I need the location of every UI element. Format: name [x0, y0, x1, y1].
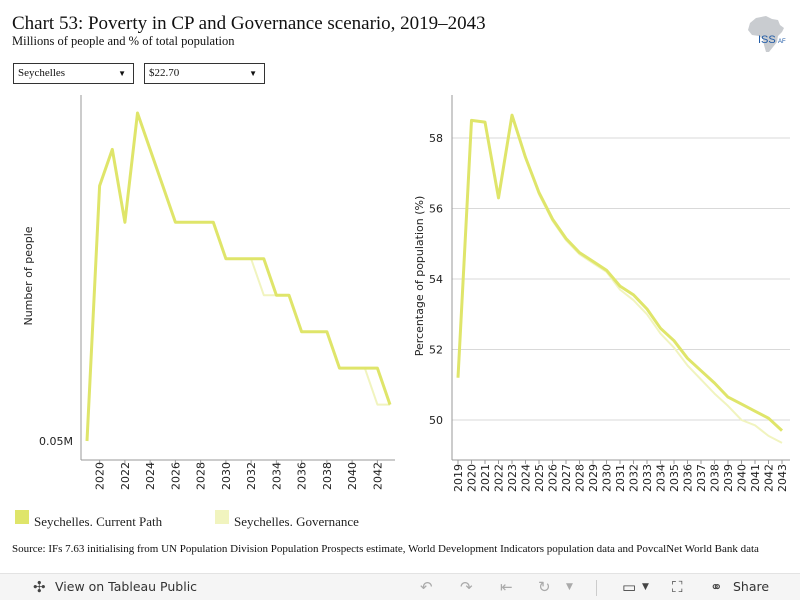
left-x-tick-label: 2042 [371, 462, 384, 490]
left-x-tick-label: 2022 [119, 462, 132, 490]
right-x-tick-label: 2021 [479, 464, 492, 492]
africa-logo[interactable]: ISS AF [742, 14, 790, 54]
left-x-tick-label: 2032 [245, 462, 258, 490]
left-x-tick-label: 2028 [195, 462, 208, 490]
right-x-tick-label: 2041 [749, 464, 762, 492]
left-x-tick-label: 2034 [270, 462, 283, 490]
right-x-tick-label: 2023 [506, 464, 519, 492]
charts-area: 2020 2022 2024 2026 2028 2030 2032 2034 2036 2038… [22, 95, 790, 492]
view-on-tableau-link[interactable]: View on Tableau Public [55, 579, 198, 594]
chevron-down-icon: ▼ [118, 69, 126, 78]
legend-swatch-current-path[interactable] [15, 510, 29, 524]
right-x-tick-label: 2040 [736, 464, 749, 492]
right-x-tick-label: 2025 [533, 464, 546, 492]
right-x-tick-label: 2026 [547, 464, 560, 492]
undo-icon[interactable]: ↶ [420, 578, 433, 596]
left-x-tick-label: 2040 [346, 462, 359, 490]
line-series-left-current-path [85, 111, 392, 442]
right-x-tick-label: 2036 [682, 464, 695, 492]
page-title: Chart 53: Poverty in CP and Governance s… [12, 13, 486, 34]
share-icon[interactable]: ⚭ [710, 578, 723, 596]
right-x-tick-label: 2027 [560, 464, 573, 492]
refresh-menu-chevron-icon[interactable]: ▼ [566, 582, 573, 592]
right-x-tick-label: 2034 [655, 464, 668, 492]
threshold-dropdown[interactable]: $22.70 ▼ [144, 63, 265, 84]
download-menu-chevron-icon[interactable]: ▼ [642, 582, 649, 592]
country-dropdown[interactable]: Seychelles ▼ [13, 63, 134, 84]
right-y-tick-label: 56 [429, 203, 443, 216]
left-x-tick-label: 2020 [94, 462, 107, 490]
right-x-tick-label: 2019 [452, 464, 465, 492]
right-y-tick-label: 58 [429, 132, 443, 145]
threshold-dropdown-value: $22.70 [149, 67, 180, 79]
right-x-tick-label: 2043 [776, 464, 789, 492]
page-subtitle: Millions of people and % of total popula… [12, 34, 235, 48]
logo-suffix: AF [778, 39, 786, 45]
right-x-tick-label: 2038 [709, 464, 722, 492]
right-x-tick-label: 2031 [614, 464, 627, 492]
refresh-icon[interactable]: ↻ [538, 578, 551, 596]
left-x-tick-label: 2036 [296, 462, 309, 490]
right-x-tick-label: 2042 [763, 464, 776, 492]
left-x-tick-label: 2038 [321, 462, 334, 490]
chevron-down-icon: ▼ [249, 69, 257, 78]
fullscreen-icon[interactable]: ⛶ [672, 578, 683, 596]
right-y-tick-label: 52 [429, 344, 443, 357]
tableau-toolbar: ✣ View on Tableau Public ↶ ↷ ⇤ ↻ ▼ ▭ ▼ ⛶… [0, 573, 800, 600]
right-x-tick-label: 2032 [628, 464, 641, 492]
right-x-tick-label: 2030 [601, 464, 614, 492]
right-x-tick-label: 2033 [641, 464, 654, 492]
legend-label-current-path[interactable]: Seychelles. Current Path [34, 514, 163, 529]
legend-label-governance[interactable]: Seychelles. Governance [234, 514, 359, 529]
left-x-tick-label: 2026 [169, 462, 182, 490]
left-y-axis-title: Number of people [22, 226, 35, 325]
toolbar-divider [596, 580, 597, 596]
right-x-tick-label: 2029 [587, 464, 600, 492]
right-x-tick-label: 2022 [493, 464, 506, 492]
left-x-tick-label: 2024 [144, 462, 157, 490]
left-x-tick-label: 2030 [220, 462, 233, 490]
source-note: Source: IFs 7.63 initialising from UN Po… [12, 543, 759, 555]
right-x-tick-label: 2037 [695, 464, 708, 492]
tableau-logo-icon[interactable]: ✣ [33, 578, 46, 596]
right-x-tick-label: 2028 [574, 464, 587, 492]
right-x-tick-label: 2020 [466, 464, 479, 492]
logo-text: ISS [758, 34, 776, 46]
right-y-tick-label: 50 [429, 414, 443, 427]
download-icon[interactable]: ▭ [622, 578, 637, 596]
country-dropdown-value: Seychelles [18, 67, 66, 79]
line-series-right-current-path [456, 113, 784, 432]
right-x-tick-label: 2035 [668, 464, 681, 492]
right-y-tick-label: 54 [429, 273, 443, 286]
right-y-axis-title: Percentage of population (%) [413, 196, 426, 357]
share-button[interactable]: Share [733, 579, 770, 594]
africa-map-icon [748, 16, 784, 52]
revert-icon[interactable]: ⇤ [500, 578, 513, 596]
legend-swatch-governance[interactable] [215, 510, 229, 524]
right-x-tick-label: 2039 [722, 464, 735, 492]
right-x-tick-label: 2024 [520, 464, 533, 492]
left-y-tick-label: 0.05M [39, 435, 73, 448]
redo-icon[interactable]: ↷ [460, 578, 473, 596]
